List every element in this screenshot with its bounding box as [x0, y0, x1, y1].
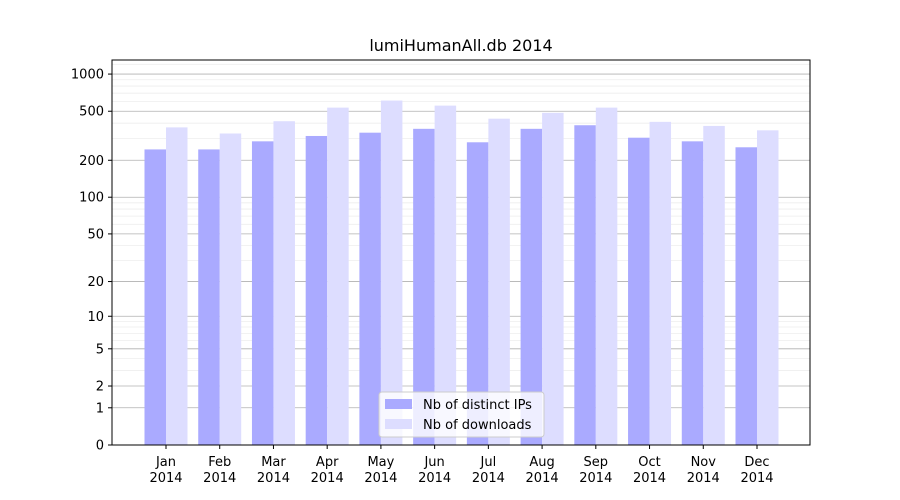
bar-distinct-ips: Nb of distinct IPs: 335: [359, 132, 381, 446]
chart-title: lumiHumanAll.db 2014: [369, 36, 552, 55]
y-tick-label: 200: [79, 154, 104, 169]
bar-distinct-ips: Nb of distinct IPs: 360: [413, 128, 435, 445]
bar-distinct-ips: Nb of distinct IPs: 360: [520, 128, 543, 445]
legend-swatch: [385, 419, 412, 429]
bar-downloads: Nb of downloads: 350: [757, 130, 779, 445]
y-tick-label: 5: [96, 342, 104, 357]
legend-box: [378, 391, 545, 438]
x-tick-label: Nov 2014: [687, 455, 720, 486]
y-tick-label: 10: [87, 310, 104, 325]
y-tick-label: 100: [79, 191, 104, 206]
bar-downloads: Nb of downloads: 435: [488, 118, 510, 446]
bar-downloads: Nb of downloads: 610: [380, 100, 403, 446]
x-tick-label: Oct 2014: [633, 455, 666, 486]
bar-distinct-ips: Nb of distinct IPs: 280: [466, 142, 489, 445]
x-tick-label: May 2014: [364, 455, 397, 486]
x-tick-label: Feb 2014: [203, 455, 236, 486]
x-tick-label: Sep 2014: [579, 455, 612, 486]
x-tick-label: Jul 2014: [472, 455, 505, 486]
y-tick-label: 0: [96, 439, 104, 454]
legend-label: Nb of downloads: [423, 418, 532, 433]
bar-downloads: Nb of downloads: 370: [166, 127, 188, 446]
y-tick-label: 1000: [71, 68, 104, 83]
bar-distinct-ips: Nb of distinct IPs: 245: [198, 149, 220, 445]
y-tick-label: 1: [96, 401, 104, 416]
x-tick-label: Aug 2014: [526, 455, 559, 486]
x-tick-label: Dec 2014: [740, 455, 773, 486]
bar-distinct-ips: Nb of distinct IPs: 245: [144, 149, 166, 445]
y-tick-label: 50: [87, 227, 104, 242]
axes: 0 1 2 5 10 20 50 100 200 500 1000 Jan 2014 Feb 2014 Mar…: [71, 59, 811, 486]
legend: Nb of distinct IPs Nb of downloads: [378, 391, 545, 438]
bar-downloads: Nb of downloads: 535: [595, 107, 618, 445]
y-tick-label: 2: [96, 380, 104, 395]
bar-distinct-ips: Nb of distinct IPs: 285: [681, 141, 704, 445]
x-tick-label: Apr 2014: [311, 455, 344, 486]
bar-distinct-ips: Nb of distinct IPs: 255: [735, 147, 757, 445]
bar-distinct-ips: Nb of distinct IPs: 305: [628, 137, 650, 445]
bar-downloads: Nb of downloads: 535: [327, 107, 349, 445]
bar-downloads: Nb of downloads: 330: [219, 133, 242, 445]
x-tick-label: Jun 2014: [418, 455, 451, 486]
x-tick-label: Mar 2014: [257, 455, 290, 486]
bar-downloads: Nb of downloads: 415: [273, 121, 295, 446]
bar-downloads: Nb of downloads: 380: [703, 125, 725, 446]
bar-distinct-ips: Nb of distinct IPs: 385: [574, 125, 596, 446]
bar-distinct-ips: Nb of distinct IPs: 315: [305, 135, 328, 445]
plot-frame: [111, 59, 811, 446]
bars: Nb of distinct IPs: 245 Nb of distinct IP…: [144, 100, 779, 446]
bar-downloads: Nb of downloads: 410: [649, 121, 672, 445]
x-tick-label: Jan 2014: [149, 455, 182, 486]
bar-downloads: Nb of downloads: 555: [434, 105, 457, 445]
legend-swatch: [385, 399, 412, 409]
y-tick-label: 500: [79, 105, 104, 120]
bar-downloads: Nb of downloads: 485: [542, 112, 564, 446]
legend-label: Nb of distinct IPs: [423, 398, 532, 413]
bar-distinct-ips: Nb of distinct IPs: 285: [251, 141, 274, 445]
y-tick-label: 20: [87, 275, 104, 290]
